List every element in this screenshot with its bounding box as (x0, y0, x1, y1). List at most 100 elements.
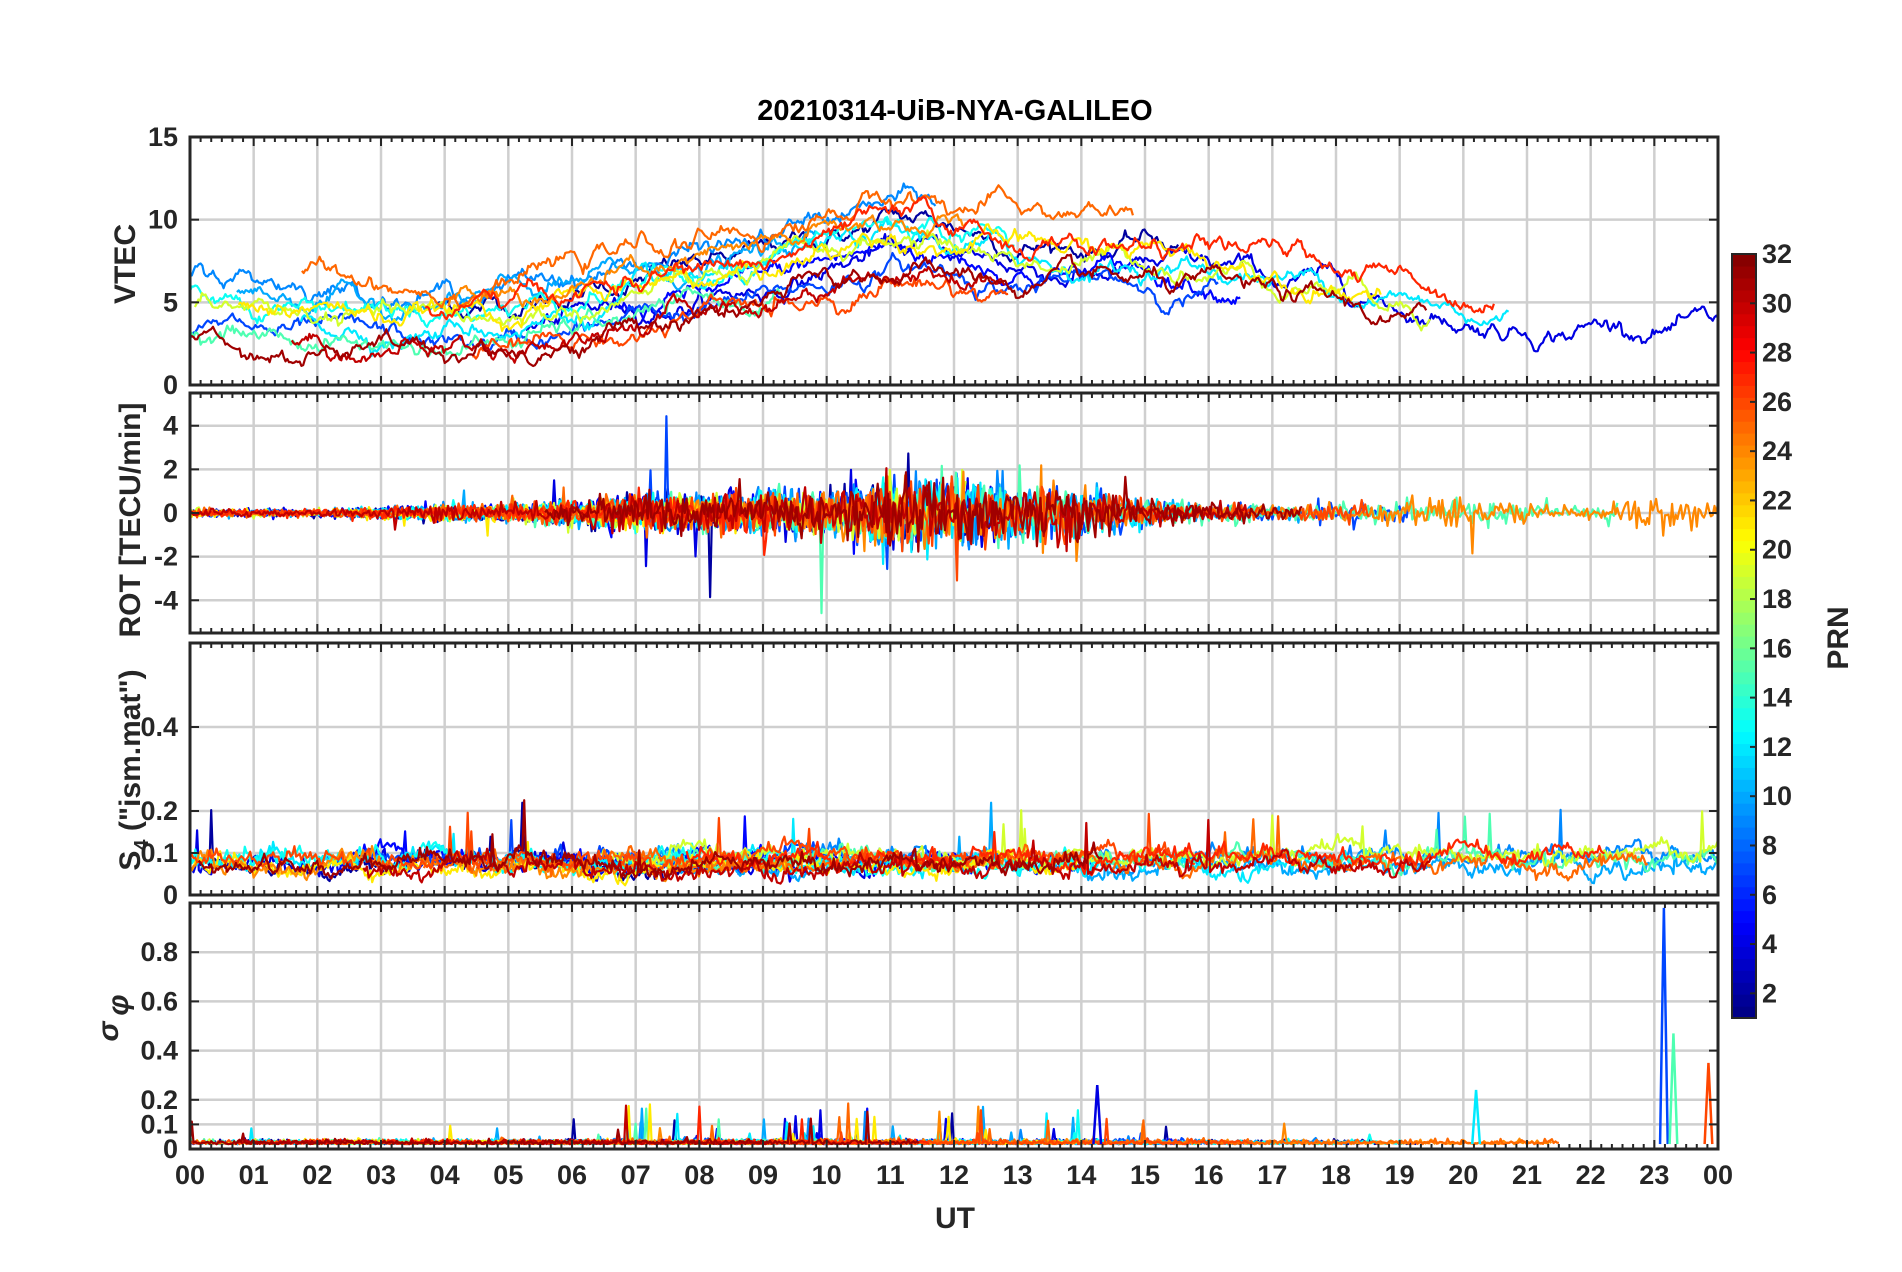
x-tick-label: 16 (1194, 1160, 1224, 1190)
sigphi-panel: 00.10.2 0.4 0.6 0.8 σφ (92, 901, 1720, 1164)
x-tick-label: 06 (557, 1160, 587, 1190)
vtec-series-prn-26 (472, 276, 1009, 360)
s4-panel: 0 0.1 0.2 0.4 S4 ("ism.mat") (114, 641, 1720, 910)
colorbar-tick-label: 32 (1762, 239, 1792, 269)
rot-ytick-label: 0 (163, 498, 178, 528)
colorbar-swatch (1732, 934, 1756, 947)
colorbar-swatch (1732, 695, 1756, 709)
sigphi-ytick-label: 0.8 (140, 937, 178, 967)
sigphi-ytick-label: 0 (163, 1134, 178, 1164)
colorbar-swatch (1732, 862, 1756, 876)
s4-y-label-sub: 4 (131, 839, 153, 851)
s4-series-prn-31 (197, 799, 1104, 880)
colorbar-tick-label: 20 (1762, 535, 1792, 565)
sigphi-plot-area: 00.10.2 0.4 0.6 0.8 (140, 901, 1720, 1164)
colorbar-swatch (1732, 647, 1756, 661)
colorbar-swatch (1732, 289, 1756, 303)
colorbar-swatch (1732, 922, 1756, 936)
x-tick-label: 10 (812, 1160, 842, 1190)
colorbar-swatch (1732, 385, 1756, 398)
rot-panel: -4 -2 0 2 4 ROT [TECU/min] (114, 391, 1720, 637)
x-tick-label: 11 (876, 1160, 905, 1190)
colorbar-swatch (1732, 301, 1756, 315)
colorbar-swatch (1732, 910, 1756, 924)
colorbar-swatch (1732, 325, 1756, 339)
colorbar-swatch (1732, 349, 1756, 363)
rot-ytick-label: 4 (163, 411, 178, 441)
colorbar-swatch (1732, 659, 1756, 673)
sigphi-y-label-sub: φ (102, 994, 135, 1015)
s4-ytick-label: 0.1 (140, 838, 178, 868)
colorbar-swatch (1732, 719, 1756, 733)
s4-series (190, 799, 1718, 887)
x-tick-label: 19 (1385, 1160, 1415, 1190)
colorbar-swatch (1732, 361, 1756, 374)
colorbar-swatch (1732, 612, 1756, 625)
x-tick-label: 02 (302, 1160, 332, 1190)
rot-series-prn-27 (190, 486, 771, 557)
x-tick-label: 05 (493, 1160, 523, 1190)
vtec-series-prn-19 (193, 229, 1431, 332)
colorbar-swatch (1732, 1006, 1756, 1019)
colorbar-swatch (1732, 898, 1756, 912)
colorbar-swatch (1732, 671, 1756, 685)
colorbar-swatch (1732, 946, 1756, 959)
s4-ytick-label: 0.2 (140, 796, 178, 826)
colorbar-swatch (1732, 277, 1756, 291)
colorbar-swatch (1732, 707, 1756, 721)
colorbar-tick-label: 18 (1762, 584, 1792, 614)
x-tick-label: 07 (621, 1160, 651, 1190)
s4-series-prn-21 (190, 840, 1081, 887)
s4-ytick-label: 0 (163, 880, 178, 910)
colorbar-swatch (1732, 528, 1756, 542)
sigphi-y-label: σφ (92, 994, 135, 1041)
x-tick-label: 00 (1703, 1160, 1733, 1190)
colorbar-swatch (1732, 373, 1756, 386)
colorbar-swatch (1732, 779, 1756, 792)
colorbar-swatch (1732, 468, 1756, 482)
vtec-series-prn-15 (190, 286, 783, 357)
colorbar-swatch (1732, 636, 1756, 649)
vtec-series-prn-27 (424, 196, 1495, 321)
sigphi-peak (1470, 1089, 1482, 1145)
colorbar-swatch (1732, 624, 1756, 637)
colorbar-tick-label: 10 (1762, 781, 1792, 811)
colorbar-tick-label: 26 (1762, 387, 1792, 417)
colorbar-swatch (1732, 397, 1756, 410)
x-tick-label: 22 (1576, 1160, 1606, 1190)
x-tick-label: 01 (239, 1160, 269, 1190)
x-tick-label: 17 (1257, 1160, 1287, 1190)
vtec-ytick-label: 10 (148, 205, 178, 235)
x-tick-label: 03 (366, 1160, 396, 1190)
vtec-y-label: VTEC (109, 224, 142, 304)
colorbar-swatch (1732, 791, 1756, 804)
rot-ytick-label: -4 (154, 585, 178, 615)
colorbar-swatch (1732, 409, 1756, 422)
rot-series-prn-31 (544, 471, 1303, 553)
colorbar-swatch (1732, 600, 1756, 613)
colorbar-swatch (1732, 337, 1756, 351)
colorbar-swatch (1732, 767, 1756, 780)
colorbar-swatch (1732, 254, 1756, 267)
colorbar-swatch (1732, 803, 1756, 816)
s4-plot-area: 0 0.1 0.2 0.4 (140, 641, 1720, 910)
colorbar-swatch (1732, 445, 1756, 458)
vtec-ytick-label: 15 (148, 122, 178, 152)
colorbar-swatch (1732, 827, 1756, 840)
colorbar-swatch (1732, 743, 1756, 756)
x-tick-label: 18 (1321, 1160, 1351, 1190)
colorbar-tick-label: 8 (1762, 830, 1777, 860)
x-axis-label: UT (935, 1202, 975, 1235)
s4-ytick-label: 0.4 (140, 712, 178, 742)
colorbar-swatch (1732, 755, 1756, 768)
colorbar-swatch (1732, 516, 1756, 530)
sigphi-peak (1703, 1062, 1714, 1145)
x-tick-label: 13 (1003, 1160, 1033, 1190)
rot-plot-area: -4 -2 0 2 4 (154, 391, 1720, 635)
x-tick-label: 12 (939, 1160, 969, 1190)
s4-y-label-rest: ("ism.mat") (114, 669, 147, 839)
x-tick-label: 09 (748, 1160, 778, 1190)
vtec-series-prn-25 (301, 184, 1134, 309)
s4-series-prn-30 (362, 818, 1433, 885)
